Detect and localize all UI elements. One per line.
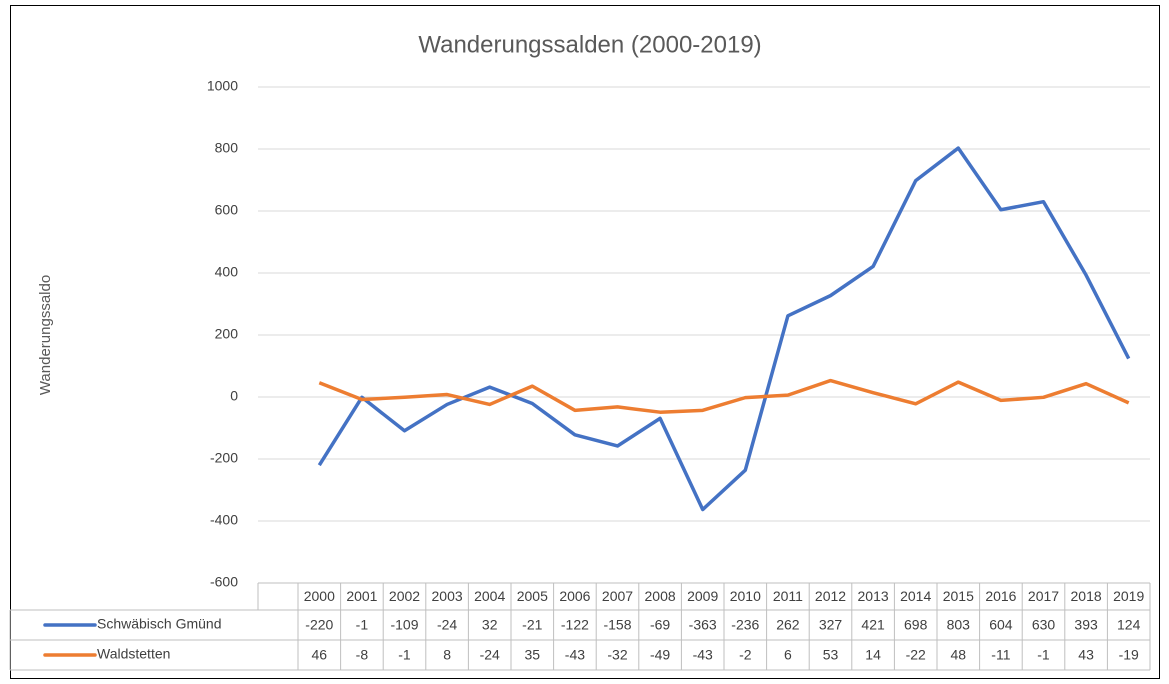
series-line xyxy=(318,378,1130,414)
table-value: -8 xyxy=(356,647,369,663)
y-tick-label: -400 xyxy=(210,512,238,528)
y-tick-label: 600 xyxy=(215,202,239,218)
x-tick-label: 2004 xyxy=(474,588,505,604)
x-tick-label: 2003 xyxy=(432,588,463,604)
table-value: 53 xyxy=(823,647,839,663)
table-value: 698 xyxy=(904,617,928,633)
y-tick-label: 1000 xyxy=(207,78,238,94)
table-value: -22 xyxy=(906,647,926,663)
table-value: 14 xyxy=(865,647,881,663)
table-value: -2 xyxy=(739,647,752,663)
table-value: -363 xyxy=(689,617,717,633)
x-tick-label: 2015 xyxy=(943,588,974,604)
x-tick-label: 2008 xyxy=(645,588,676,604)
x-tick-label: 2006 xyxy=(559,588,590,604)
y-tick-label: -600 xyxy=(210,574,238,590)
table-value: -43 xyxy=(565,647,585,663)
table-value: 421 xyxy=(861,617,885,633)
table-value: -1 xyxy=(1037,647,1050,663)
x-tick-label: 2014 xyxy=(900,588,931,604)
x-tick-label: 2016 xyxy=(985,588,1016,604)
table-value: -24 xyxy=(480,647,500,663)
y-tick-label: 800 xyxy=(215,140,239,156)
table-value: 43 xyxy=(1078,647,1094,663)
legend-label: Waldstetten xyxy=(97,646,170,662)
table-value: 604 xyxy=(989,617,1013,633)
x-tick-label: 2011 xyxy=(773,588,803,604)
table-value: 32 xyxy=(482,617,498,633)
x-tick-label: 2012 xyxy=(815,588,846,604)
x-tick-label: 2018 xyxy=(1071,588,1102,604)
table-value: 803 xyxy=(947,617,971,633)
table-value: -109 xyxy=(390,617,418,633)
y-tick-label: 0 xyxy=(230,388,238,404)
x-tick-label: 2009 xyxy=(687,588,718,604)
x-tick-label: 2000 xyxy=(304,588,335,604)
table-value: -21 xyxy=(522,617,542,633)
x-tick-label: 2017 xyxy=(1028,588,1059,604)
table-value: 46 xyxy=(312,647,328,663)
y-axis-title: Wanderungssaldo xyxy=(37,275,54,395)
table-value: 48 xyxy=(951,647,967,663)
table-value: -19 xyxy=(1119,647,1139,663)
table-value: 35 xyxy=(525,647,541,663)
x-tick-label: 2002 xyxy=(389,588,420,604)
x-tick-label: 2010 xyxy=(730,588,761,604)
table-value: 630 xyxy=(1032,617,1056,633)
chart-border xyxy=(10,5,1160,679)
table-value: 8 xyxy=(443,647,451,663)
table-value: -49 xyxy=(650,647,670,663)
x-tick-label: 2001 xyxy=(346,588,377,604)
series-line xyxy=(317,146,1131,512)
table-value: 262 xyxy=(776,617,800,633)
y-tick-label: 200 xyxy=(215,326,239,342)
chart-title: Wanderungssalden (2000-2019) xyxy=(418,31,761,58)
y-tick-label: 400 xyxy=(215,264,239,280)
table-value: -220 xyxy=(305,617,333,633)
table-value: -158 xyxy=(603,617,631,633)
legend-label: Schwäbisch Gmünd xyxy=(97,616,222,632)
table-value: -1 xyxy=(356,617,369,633)
table-value: 327 xyxy=(819,617,843,633)
table-value: -122 xyxy=(561,617,589,633)
table-value: -236 xyxy=(731,617,759,633)
table-value: -1 xyxy=(398,647,411,663)
table-value: -32 xyxy=(607,647,627,663)
x-tick-label: 2005 xyxy=(517,588,548,604)
table-value: -24 xyxy=(437,617,457,633)
x-tick-label: 2013 xyxy=(858,588,889,604)
table-value: 393 xyxy=(1074,617,1098,633)
y-tick-label: -200 xyxy=(210,450,238,466)
x-tick-label: 2007 xyxy=(602,588,633,604)
table-value: -69 xyxy=(650,617,670,633)
table-value: 6 xyxy=(784,647,792,663)
table-value: -43 xyxy=(693,647,713,663)
x-tick-label: 2019 xyxy=(1113,588,1144,604)
table-value: -11 xyxy=(991,647,1010,663)
table-value: 124 xyxy=(1117,617,1141,633)
